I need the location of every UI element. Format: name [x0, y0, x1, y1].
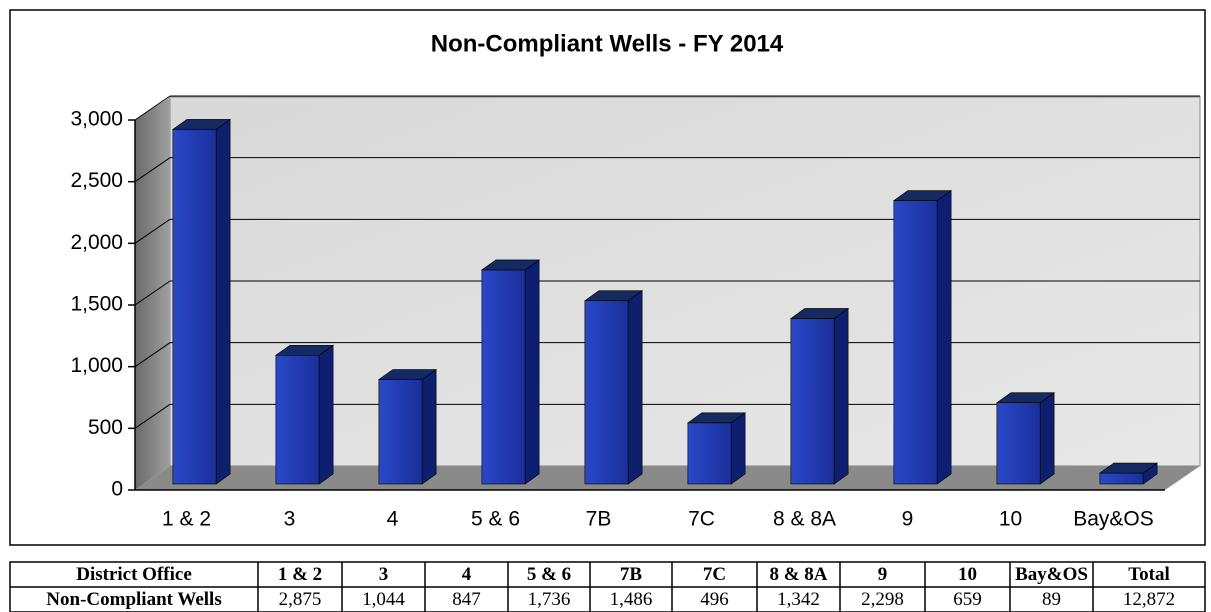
table-cell: 2,298 — [861, 589, 904, 610]
grid-line — [134, 95, 171, 121]
bar-top — [892, 190, 953, 201]
y-tick-label: 2,000 — [70, 231, 123, 254]
bar — [583, 290, 644, 485]
grid-line — [134, 218, 171, 244]
bar-side — [1039, 392, 1055, 485]
table-cell: 1,736 — [528, 589, 571, 610]
grid-line — [134, 157, 171, 183]
chart-title: Non-Compliant Wells - FY 2014 — [431, 30, 784, 57]
bar-front — [584, 300, 629, 485]
table-cell: 8 & 8A — [769, 564, 827, 585]
bar — [274, 344, 335, 485]
bar-side — [936, 189, 952, 485]
bar-top — [274, 344, 335, 356]
table-cell: 1 & 2 — [278, 564, 322, 585]
table-cell: 7B — [620, 564, 643, 585]
x-tick-label: 7B — [586, 508, 612, 531]
bar-top — [377, 369, 438, 380]
grid-line — [134, 280, 171, 306]
table-cell: 10 — [958, 564, 977, 585]
table-cell: 847 — [452, 589, 481, 610]
x-tick-label: 3 — [284, 508, 296, 531]
table-cell: 3 — [379, 564, 389, 585]
bar-front — [687, 422, 732, 485]
y-tick-label: 2,500 — [70, 169, 123, 192]
bar-top — [583, 290, 644, 302]
table-cell: 1,486 — [610, 589, 653, 610]
table-cell: 9 — [878, 564, 888, 585]
bar-front — [172, 129, 217, 485]
bar-top — [995, 392, 1056, 404]
table-cell: 2,875 — [279, 589, 322, 610]
bar — [892, 189, 953, 485]
bar-top — [686, 412, 747, 424]
table-cell: 89 — [1042, 589, 1061, 610]
x-tick-label: 4 — [387, 508, 399, 531]
bar-top — [789, 308, 850, 319]
bar — [1098, 462, 1159, 485]
bar — [171, 118, 232, 485]
bar-side — [524, 259, 540, 485]
bar-front — [996, 402, 1041, 485]
bar-front — [378, 379, 423, 485]
x-tick-label: 1 & 2 — [162, 508, 211, 531]
x-tick-label: 7C — [688, 508, 715, 531]
table-cell: 5 & 6 — [527, 564, 571, 585]
bar — [789, 307, 850, 485]
bar-side — [215, 118, 231, 485]
y-tick-label: 500 — [88, 416, 123, 439]
bar-side — [833, 307, 849, 485]
table-cell: Non-Compliant Wells — [46, 589, 221, 610]
y-tick-label: 0 — [111, 478, 123, 501]
bar-side — [421, 368, 437, 485]
table-cell: Total — [1128, 564, 1170, 585]
y-tick-label: 3,000 — [70, 108, 123, 131]
bar-top — [171, 119, 232, 130]
bar-side — [730, 412, 746, 485]
bar-top — [480, 259, 541, 271]
bar — [480, 259, 541, 485]
bar — [377, 368, 438, 485]
bar-top — [1098, 462, 1159, 474]
table-cell: 1,342 — [777, 589, 820, 610]
table-cell: 7C — [703, 564, 726, 585]
bar-side — [627, 290, 643, 485]
x-tick-label: 8 & 8A — [773, 508, 836, 531]
bar-front — [893, 200, 938, 485]
x-tick-label: 9 — [902, 508, 914, 531]
bar — [995, 392, 1056, 485]
y-tick-label: 1,500 — [70, 293, 123, 316]
table-cell: District Office — [76, 564, 192, 585]
table-cell: 496 — [700, 589, 729, 610]
table-cell: 12,872 — [1123, 589, 1175, 610]
bar-front — [790, 318, 835, 485]
bar-front — [1099, 472, 1144, 485]
table-cell: 1,044 — [362, 589, 405, 610]
bar-front — [481, 269, 526, 485]
table-cell: 659 — [953, 589, 982, 610]
bar-front — [275, 354, 320, 485]
x-tick-label: Bay&OS — [1073, 508, 1154, 531]
x-tick-label: 5 & 6 — [471, 508, 520, 531]
bar — [686, 412, 747, 485]
table-cell: Bay&OS — [1015, 564, 1088, 585]
table-cell: 4 — [462, 564, 472, 585]
y-tick-label: 1,000 — [70, 354, 123, 377]
grid-line — [134, 403, 171, 429]
bar-side — [318, 344, 334, 485]
x-tick-label: 10 — [999, 508, 1022, 531]
grid-line — [134, 342, 171, 368]
